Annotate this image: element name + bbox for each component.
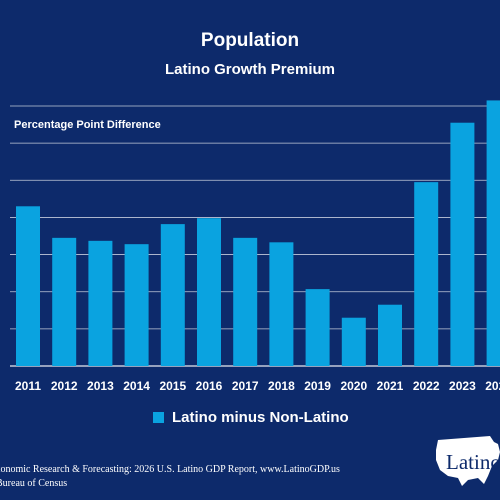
x-tick-2022: 2022 [413,379,440,393]
bar-2016 [197,218,221,366]
x-tick-2014: 2014 [123,379,150,393]
bar-2013 [88,240,113,366]
x-tick-2021: 2021 [377,379,404,393]
logo-text: Latino [446,450,500,474]
bars [16,100,500,366]
x-tick-2024: 2024 [485,379,500,393]
bar-2018 [269,242,294,366]
bar-2012 [52,237,77,366]
bar-2017 [233,237,258,366]
bar-2021 [378,304,402,366]
bar-2022 [414,182,439,366]
x-tick-2023: 2023 [449,379,476,393]
x-tick-2016: 2016 [196,379,223,393]
x-tick-2017: 2017 [232,379,259,393]
x-tick-2019: 2019 [304,379,331,393]
bar-2024 [486,100,500,366]
chart-subtitle: Latino Growth Premium [164,61,335,78]
chart-title: Population [200,30,300,51]
bar-2019 [305,289,330,366]
source-line-1: conomic Research & Forecasting: 2026 U.S… [0,464,340,475]
x-tick-2020: 2020 [340,379,367,393]
x-tick-2018: 2018 [268,379,295,393]
x-tick-2015: 2015 [159,379,186,393]
legend-swatch [153,412,164,423]
bar-2014 [124,244,149,366]
us-map-icon [436,436,500,486]
legend: Latino minus Non-Latino [153,409,349,426]
x-tick-labels: 2011 2012 2013 2014 2015 2016 2017 2018 2019 2020… [15,379,500,393]
x-tick-2011: 2011 [15,379,41,393]
bar-2020 [341,317,366,366]
source-line-2: Bureau of Census [0,478,68,489]
latinogdp-logo: Latino [432,432,500,488]
legend-label: Latino minus Non-Latino [172,409,349,426]
bar-2011 [16,206,40,366]
bar-2015 [160,224,185,366]
x-tick-2013: 2013 [87,379,114,393]
source-footer: conomic Research & Forecasting: 2026 U.S… [0,463,340,491]
x-tick-2012: 2012 [51,379,78,393]
bar-2023 [450,122,475,366]
y-axis-label: Percentage Point Difference [14,119,161,131]
